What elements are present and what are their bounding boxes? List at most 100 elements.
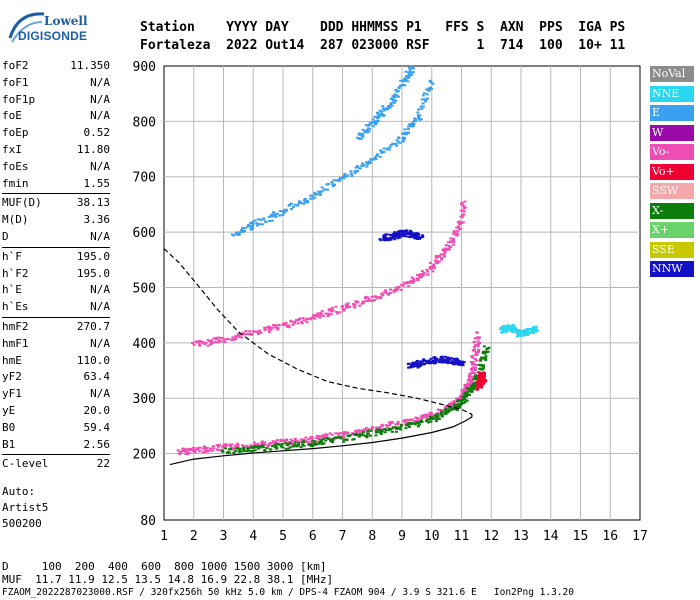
echo-point (331, 185, 335, 188)
echo-point (446, 241, 450, 244)
echo-point (267, 325, 271, 328)
echo-point (417, 117, 421, 120)
echo-point (251, 226, 255, 229)
echo-point (390, 104, 394, 107)
echo-point (260, 443, 264, 446)
echo-point (449, 245, 453, 248)
echo-point (504, 325, 508, 328)
echo-point (346, 174, 350, 177)
echo-point (535, 329, 539, 332)
echo-point (331, 437, 335, 440)
echo-point (482, 377, 486, 380)
echo-point (405, 282, 409, 285)
param-value: 38.13 (76, 196, 110, 210)
echo-point (303, 198, 307, 201)
echo-point (342, 430, 346, 433)
echo-point (363, 300, 367, 303)
echo-point (391, 97, 395, 100)
echo-point (235, 442, 239, 445)
echo-point (327, 309, 331, 312)
echo-point (249, 222, 253, 225)
echo-point (195, 447, 199, 450)
echo-point (259, 331, 263, 334)
echo-point (478, 336, 482, 339)
echo-point (398, 235, 402, 238)
echo-point (321, 436, 325, 439)
echo-point (339, 436, 343, 439)
y-tick-label: 700 (133, 171, 156, 186)
echo-point (367, 161, 371, 164)
y-tick-label: 200 (133, 448, 156, 463)
legend-item: NNW (650, 261, 694, 277)
echo-point (501, 325, 505, 328)
echo-point (394, 423, 398, 426)
echo-point (209, 449, 213, 452)
echo-point (186, 448, 190, 451)
echo-point (421, 234, 425, 237)
echo-point (358, 433, 362, 436)
echo-point (377, 427, 381, 430)
echo-point (431, 270, 435, 273)
echo-point (324, 439, 328, 442)
echo-point (505, 330, 509, 333)
echo-point (482, 381, 486, 384)
echo-point (249, 227, 253, 230)
echo-point (236, 447, 240, 450)
echo-point (396, 422, 400, 425)
echo-point (532, 327, 536, 330)
param-row: C-level 22 (2, 456, 110, 473)
echo-point (279, 438, 283, 441)
echo-point (287, 326, 291, 329)
echo-point (465, 399, 469, 402)
echo-point (376, 153, 380, 156)
echo-point (431, 265, 435, 268)
echo-point (465, 383, 469, 386)
echo-point (271, 444, 275, 447)
echo-point (443, 252, 447, 255)
echo-point (468, 384, 472, 387)
echo-point (463, 206, 467, 209)
echo-point (470, 390, 474, 393)
echo-point (403, 233, 407, 236)
echo-point (237, 450, 241, 453)
echo-point (425, 415, 429, 418)
echo-point (363, 429, 367, 432)
echo-point (375, 155, 379, 158)
echo-point (433, 414, 437, 417)
echo-point (329, 313, 333, 316)
echo-point (245, 333, 249, 336)
param-value: N/A (90, 300, 110, 314)
echo-point (460, 360, 464, 363)
echo-point (399, 84, 403, 87)
echo-point (458, 395, 462, 398)
echo-point (197, 344, 201, 347)
echo-point (348, 305, 352, 308)
echo-point (241, 444, 245, 447)
echo-point (395, 94, 399, 97)
echo-point (322, 188, 326, 191)
echo-point (204, 449, 208, 452)
echo-point (286, 443, 290, 446)
echo-point (436, 262, 440, 265)
echo-point (337, 178, 341, 181)
echo-point (287, 447, 291, 450)
echo-point (426, 413, 430, 416)
echo-point (326, 315, 330, 318)
echo-point (534, 330, 538, 333)
echo-point (233, 338, 237, 341)
echo-trace (356, 65, 416, 140)
echo-point (526, 333, 530, 336)
echo-point (277, 324, 281, 327)
echo-point (374, 434, 378, 437)
echo-point (381, 424, 385, 427)
auto-code: 500200 (2, 517, 42, 530)
echo-point (354, 300, 358, 303)
echo-point (442, 410, 446, 413)
echo-point (249, 450, 253, 453)
echo-point (253, 330, 257, 333)
echo-point (416, 111, 420, 114)
echo-point (202, 450, 206, 453)
echo-point (427, 359, 431, 362)
echo-point (531, 331, 535, 334)
echo-point (366, 124, 370, 127)
